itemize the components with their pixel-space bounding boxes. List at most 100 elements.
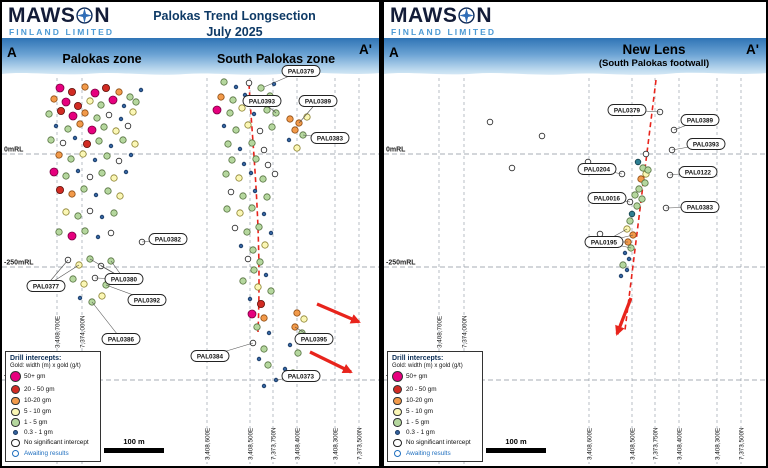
logo-text-post: N — [94, 4, 110, 27]
drill-intercept-point — [49, 167, 59, 177]
drill-hole-label — [127, 294, 167, 306]
drill-intercept-point — [108, 143, 114, 149]
legend-label: 50+ gm — [24, 373, 46, 381]
drill-intercept-point — [107, 229, 115, 237]
panel-title: New Lens — [622, 42, 686, 57]
drill-intercept-point — [45, 110, 53, 118]
callout-line — [91, 301, 122, 340]
logo-subtitle: FINLAND LIMITED — [391, 27, 497, 37]
drill-intercept-point — [233, 84, 239, 90]
drill-intercept-point — [235, 174, 243, 182]
drill-hole-label — [686, 138, 726, 150]
drill-hole-label — [190, 350, 230, 362]
longsection-panel: MAWS N FINLAND LIMITED Palokas Trend Lon… — [2, 2, 379, 466]
drill-intercept-point — [228, 156, 236, 164]
scale-bar: 100 m — [486, 437, 546, 453]
drill-intercept-point — [631, 191, 639, 199]
legend-swatch — [10, 407, 21, 417]
depth-label: -250mRL — [386, 260, 416, 267]
legend-swatch — [10, 449, 21, 457]
legend-label: Awaiting results — [24, 449, 69, 457]
drill-intercept-point — [115, 88, 123, 96]
legend-label: No significant intercept — [24, 439, 89, 447]
drill-intercept-point — [253, 323, 261, 331]
drill-hole-id: PAL0384 — [197, 353, 224, 360]
drill-intercept-point — [244, 255, 252, 263]
drill-hole-id: PAL0389 — [687, 117, 714, 124]
plunge-arrow — [615, 297, 633, 336]
drill-intercept-point — [47, 136, 55, 144]
legend-item: 20 - 50 gm — [392, 384, 479, 395]
grid-coordinate-label: 3,408,700E — [437, 316, 444, 348]
legend: Drill intercepts: Gold: width (m) x gold… — [387, 351, 483, 462]
drill-intercept-point — [100, 123, 108, 131]
legend-swatch — [392, 418, 403, 427]
drill-intercept-point — [53, 123, 59, 129]
compass-icon — [76, 7, 93, 24]
drill-intercept-point — [300, 315, 308, 323]
drill-intercept-point — [259, 175, 267, 183]
legend-item: 5 - 10 gm — [10, 407, 97, 417]
grid-coordinate-label: 3,408,500E — [630, 428, 637, 460]
drill-hole-id: PAL0383 — [317, 135, 344, 142]
drill-intercept-point — [252, 188, 258, 194]
ground-surface-wave — [384, 72, 766, 80]
drill-intercept-point — [93, 192, 99, 198]
drill-hole-label — [678, 166, 718, 178]
drill-intercept-point — [68, 111, 78, 121]
grid-coordinate-label: 7,373,750N — [271, 427, 278, 460]
legend-swatch — [392, 371, 403, 383]
drill-hole-label — [607, 104, 647, 116]
drill-intercept-point — [55, 83, 65, 93]
scale-bar-rule — [486, 448, 546, 453]
drill-intercept-point — [83, 139, 92, 148]
drill-intercept-point — [271, 170, 279, 178]
drill-intercept-point — [635, 185, 643, 193]
legend-item: 1 - 5 gm — [392, 418, 479, 427]
drill-intercept-point — [105, 111, 113, 119]
drill-intercept-point — [303, 113, 311, 121]
drill-intercept-point — [123, 169, 129, 175]
drill-hole-id: PAL0393 — [249, 98, 276, 105]
drill-intercept-point — [229, 96, 237, 104]
legend-rows: 50+ gm 20 - 50 gm 10-20 gm 5 - 10 gm 1 - 5 g… — [392, 371, 479, 457]
zone-label-palokas: Palokas zone — [62, 52, 142, 66]
section-marker-a: A — [389, 45, 399, 60]
drill-intercept-point — [238, 104, 246, 112]
drill-hole-label — [281, 370, 321, 382]
drill-intercept-point — [239, 192, 247, 200]
drill-intercept-point — [57, 107, 66, 116]
depth-label: 0mRL — [4, 147, 24, 154]
drill-intercept-point — [261, 211, 267, 217]
drill-hole-id: PAL0122 — [685, 169, 712, 176]
drill-hole-label — [680, 114, 720, 126]
drill-intercept-point — [624, 267, 630, 273]
zone-label-south-palokas: South Palokas zone — [216, 52, 336, 66]
drill-intercept-point — [287, 342, 293, 348]
drill-intercept-point — [628, 210, 636, 218]
legend-swatch — [10, 371, 21, 383]
legend-item: 1 - 5 gm — [10, 418, 97, 427]
drill-hole-id: PAL0016 — [594, 195, 621, 202]
drill-intercept-point — [252, 155, 260, 163]
drill-intercept-point — [642, 150, 650, 158]
legend-label: 5 - 10 gm — [24, 408, 51, 416]
grid-coordinate-label: 7,373,500N — [357, 427, 364, 460]
drill-intercept-point — [244, 121, 252, 129]
drill-intercept-point — [293, 309, 301, 317]
drill-hole-id: PAL0392 — [134, 297, 161, 304]
drill-intercept-point — [75, 168, 81, 174]
drill-intercept-point — [90, 88, 100, 98]
logo-subtitle: FINLAND LIMITED — [9, 27, 115, 37]
legend-label: Awaiting results — [406, 449, 451, 457]
drill-hole-label — [281, 65, 321, 77]
legend-label: 20 - 50 gm — [24, 386, 55, 394]
drill-intercept-point — [538, 132, 546, 140]
drill-intercept-point — [260, 146, 268, 154]
drill-intercept-point — [486, 118, 494, 126]
trend-line — [248, 83, 260, 333]
legend-label: 5 - 10 gm — [406, 408, 433, 416]
drill-intercept-point — [112, 127, 120, 135]
drill-intercept-point — [68, 190, 76, 198]
drill-intercept-point — [92, 157, 98, 163]
